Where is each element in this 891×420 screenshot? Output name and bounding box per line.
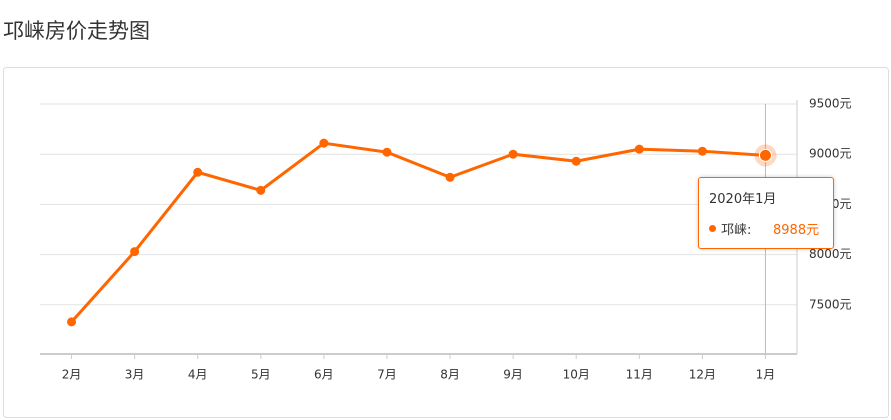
x-tick-label: 2月	[62, 368, 82, 382]
point	[571, 156, 581, 166]
y-tick-label: 9500元	[809, 97, 852, 111]
chart-title: 邛崃房价走势图	[3, 19, 150, 43]
y-tick-label: 9000元	[809, 147, 852, 161]
tooltip-value: 8988元	[773, 223, 820, 238]
tooltip-label: 邛崃:	[721, 223, 752, 238]
point	[130, 247, 140, 257]
point	[67, 317, 77, 327]
x-tick-label: 7月	[377, 368, 397, 382]
point	[256, 185, 266, 195]
point	[319, 138, 329, 148]
tooltip-title: 2020年1月	[709, 192, 777, 207]
y-tick-label: 8000元	[809, 247, 852, 261]
tooltip-dot	[709, 225, 716, 232]
point	[445, 172, 455, 182]
x-tick-label: 6月	[314, 368, 334, 382]
x-tick-label: 10月	[563, 368, 590, 382]
point	[697, 146, 707, 156]
panel	[3, 67, 889, 418]
point	[508, 149, 518, 159]
x-tick-label: 11月	[626, 368, 653, 382]
x-tick-label: 3月	[125, 368, 145, 382]
tooltip: 2020年1月 邛崃: 8988元	[698, 177, 834, 249]
x-tick-label: 5月	[251, 368, 271, 382]
x-tick-label: 12月	[689, 368, 716, 382]
point	[634, 144, 644, 154]
y-tick-label: 7500元	[809, 297, 852, 311]
point	[193, 167, 203, 177]
x-tick-label: 8月	[440, 368, 460, 382]
point	[382, 147, 392, 157]
x-tick-label: 4月	[188, 368, 208, 382]
x-tick-label: 9月	[503, 368, 523, 382]
x-tick-label: 1月	[756, 368, 776, 382]
line	[70, 141, 766, 323]
point	[758, 148, 772, 162]
